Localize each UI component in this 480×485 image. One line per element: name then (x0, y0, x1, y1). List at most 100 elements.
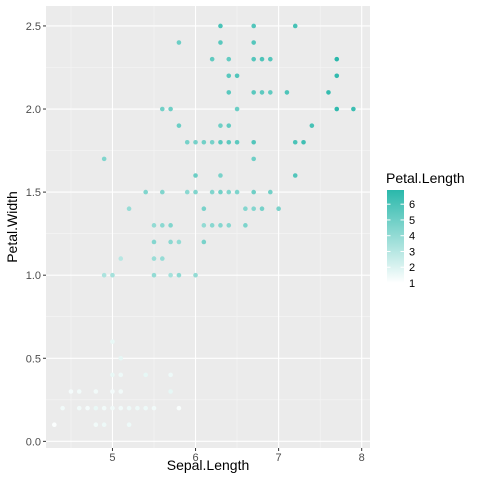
data-point (101, 422, 107, 428)
data-point (126, 206, 132, 212)
data-point (118, 256, 124, 261)
data-point (226, 56, 232, 62)
points-layer (52, 23, 356, 428)
data-point (218, 189, 223, 195)
data-point (184, 189, 190, 195)
data-point (234, 139, 240, 145)
data-point (101, 272, 107, 278)
legend-colorbar (387, 190, 404, 283)
x-tick-label: 6 (192, 452, 198, 464)
data-point (226, 189, 232, 195)
data-point (143, 372, 148, 378)
data-point (201, 223, 207, 228)
data-point (251, 156, 256, 162)
data-point (160, 256, 165, 261)
y-axis-title: Petal.Width (4, 191, 20, 263)
data-point (126, 422, 132, 428)
data-point (226, 139, 232, 145)
legend-tick-label: 5 (409, 215, 415, 227)
data-point (168, 372, 173, 378)
data-point (276, 206, 281, 212)
data-point (251, 90, 256, 95)
grid-minor (46, 6, 370, 448)
data-point (209, 56, 215, 62)
legend-ticks: 1 2 3 4 5 6 (387, 199, 415, 290)
legend-tick-label: 1 (409, 278, 415, 290)
data-point (226, 123, 232, 128)
data-point (168, 223, 173, 228)
data-point (151, 405, 157, 411)
data-point (209, 223, 215, 228)
data-point (110, 389, 115, 394)
data-point (143, 405, 148, 411)
data-point (76, 389, 82, 394)
data-point (259, 206, 265, 212)
data-point (251, 23, 256, 29)
data-point (309, 123, 315, 128)
legend-tick-label: 3 (409, 246, 415, 258)
data-point (201, 206, 207, 212)
grid-major (46, 6, 370, 448)
data-point (68, 389, 74, 394)
data-point (226, 90, 232, 95)
y-axis: 0.0 0.5 1.0 1.5 2.0 2.5 (26, 21, 46, 448)
data-point (110, 272, 115, 278)
legend-tick-label: 4 (409, 231, 415, 243)
legend-title: Petal.Length (386, 170, 465, 186)
data-point (193, 272, 198, 278)
x-tick-label: 8 (359, 452, 365, 464)
data-point (218, 173, 223, 178)
data-point (168, 389, 173, 394)
y-tick-label: 0.5 (26, 353, 41, 365)
data-point (292, 139, 298, 145)
data-point (292, 23, 298, 29)
data-point (110, 339, 115, 344)
data-point (218, 123, 223, 128)
data-point (301, 139, 306, 145)
data-point (218, 23, 223, 29)
data-point (292, 173, 298, 178)
y-tick-label: 0.0 (26, 436, 41, 448)
data-point (168, 106, 173, 112)
data-point (243, 223, 248, 228)
data-point (334, 106, 340, 112)
data-point (243, 206, 248, 212)
data-point (176, 272, 182, 278)
data-point (110, 372, 115, 378)
data-point (259, 90, 265, 95)
data-point (118, 405, 124, 411)
data-point (251, 40, 256, 45)
data-point (334, 73, 340, 79)
data-point (151, 272, 157, 278)
x-tick-label: 5 (109, 452, 115, 464)
y-tick-label: 1.5 (26, 187, 41, 199)
data-point (251, 139, 256, 145)
data-point (201, 239, 207, 245)
data-point (193, 173, 198, 178)
data-point (226, 73, 232, 79)
data-point (284, 90, 290, 95)
data-point (326, 90, 331, 95)
data-point (160, 223, 165, 228)
data-point (268, 90, 273, 95)
data-point (184, 139, 190, 145)
data-point (151, 223, 157, 228)
data-point (209, 189, 215, 195)
data-point (168, 239, 173, 245)
data-point (234, 189, 240, 195)
data-point (176, 123, 182, 128)
data-point (259, 56, 265, 62)
y-tick-label: 2.5 (26, 21, 41, 33)
data-point (160, 189, 165, 195)
data-point (101, 405, 107, 411)
x-axis-title: Sepal.Length (167, 457, 250, 473)
x-tick-label: 7 (276, 452, 282, 464)
data-point (234, 106, 240, 112)
data-point (193, 189, 198, 195)
data-point (176, 405, 182, 411)
data-point (118, 355, 124, 361)
data-point (160, 106, 165, 112)
data-point (218, 139, 223, 145)
data-point (334, 56, 340, 62)
